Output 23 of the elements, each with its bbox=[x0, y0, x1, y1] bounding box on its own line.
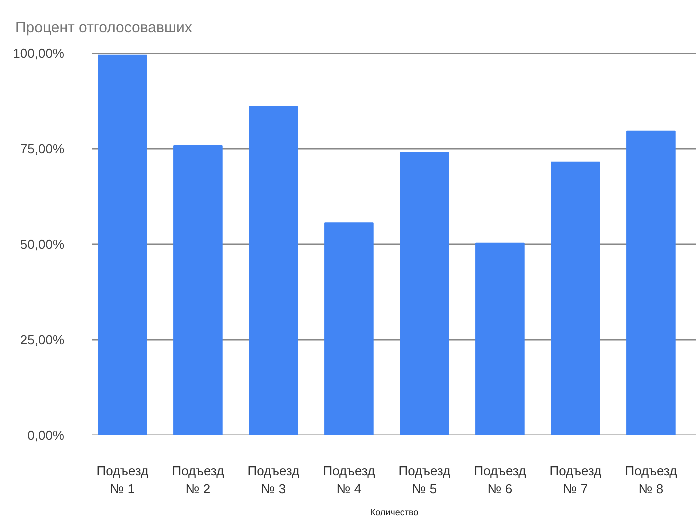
bar bbox=[400, 152, 450, 436]
y-tick-label: 100,00% bbox=[13, 46, 65, 61]
y-tick-label: 50,00% bbox=[20, 237, 65, 252]
x-tick-label: Подъезд № 7 bbox=[550, 464, 602, 496]
y-tick-label: 0,00% bbox=[28, 428, 65, 443]
x-tick-label: Подъезд № 2 bbox=[172, 464, 225, 496]
bar bbox=[98, 54, 148, 436]
bar bbox=[249, 106, 298, 436]
bar bbox=[476, 242, 525, 436]
chart-title: Процент отголосовавших bbox=[16, 20, 193, 36]
x-axis-title: Количество bbox=[370, 508, 419, 518]
y-tick-label: 25,00% bbox=[20, 332, 65, 348]
x-tick-label: Подъезд № 5 bbox=[398, 464, 452, 496]
x-tick-label: Подъезд № 1 bbox=[96, 464, 150, 496]
x-tick-label: Подъезд № 6 bbox=[474, 464, 527, 496]
bar bbox=[324, 222, 374, 436]
x-tick-label: Подъезд № 8 bbox=[625, 464, 678, 496]
x-tick-label: Подъезд № 4 bbox=[323, 464, 376, 496]
bar bbox=[551, 162, 600, 436]
bar bbox=[626, 130, 676, 436]
x-tick-label: Подъезд № 3 bbox=[248, 464, 300, 496]
bar bbox=[174, 145, 223, 436]
y-tick-label: 75,00% bbox=[20, 142, 65, 156]
